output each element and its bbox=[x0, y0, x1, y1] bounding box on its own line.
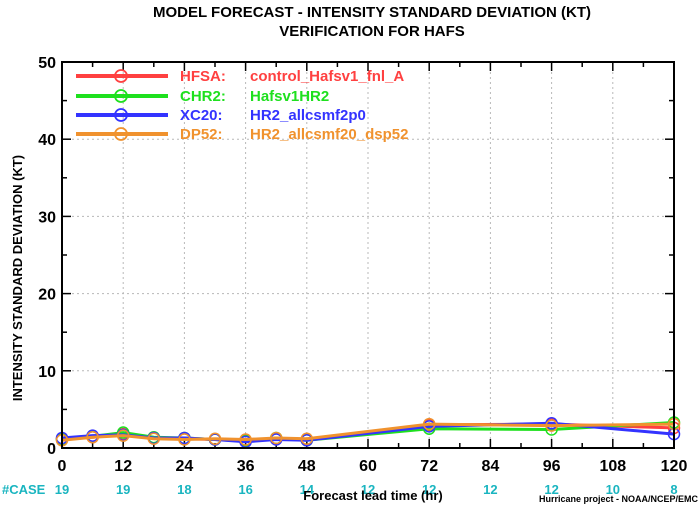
case-counts: #CASE 19 19 18 16 14 12 12 12 12 10 8 bbox=[2, 482, 678, 497]
tick-labels: 0 10 20 30 40 50 0 12 24 36 48 60 72 84 96 108 120 bbox=[38, 55, 687, 475]
plot-frame bbox=[61, 61, 675, 449]
y-tick-label: 10 bbox=[38, 364, 56, 381]
legend-series-desc: Hafsv1HR2 bbox=[250, 88, 329, 105]
x-axis-label: Forecast lead time (hr) bbox=[303, 488, 442, 503]
x-tick-label: 96 bbox=[543, 458, 561, 475]
legend-series-desc: control_Hafsv1_fnl_A bbox=[250, 68, 404, 85]
x-tick-label: 24 bbox=[176, 458, 194, 475]
data-point bbox=[545, 419, 558, 432]
legend-series-desc: HR2_allcsmf20_dsp52 bbox=[250, 126, 408, 143]
x-tick-label: 72 bbox=[420, 458, 438, 475]
data-point bbox=[239, 433, 252, 446]
legend-series-desc: HR2_allcsmf2p0 bbox=[250, 107, 366, 124]
y-tick-label: 30 bbox=[38, 209, 56, 226]
series-lines bbox=[55, 416, 681, 449]
legend-marker bbox=[114, 127, 128, 141]
case-count: 8 bbox=[670, 482, 677, 497]
legend-series-name: CHR2: bbox=[180, 88, 226, 105]
legend-series-name: DP52: bbox=[180, 126, 223, 143]
y-tick-label: 50 bbox=[38, 55, 56, 72]
data-point bbox=[208, 432, 222, 445]
x-tick-label: 60 bbox=[359, 458, 377, 475]
grid bbox=[61, 61, 675, 449]
legend: HFSA: control_Hafsv1_fnl_A CHR2: Hafsv1HR2 X… bbox=[76, 68, 408, 143]
x-tick-label: 48 bbox=[298, 458, 316, 475]
x-tick-label: 120 bbox=[661, 458, 688, 475]
chart-subtitle: VERIFICATION FOR HAFS bbox=[279, 23, 465, 40]
legend-marker bbox=[114, 108, 128, 122]
case-count: 10 bbox=[606, 482, 620, 497]
case-count: 19 bbox=[116, 482, 130, 497]
data-point bbox=[269, 431, 283, 445]
data-point bbox=[86, 430, 99, 444]
case-count: 16 bbox=[238, 482, 252, 497]
case-count: 14 bbox=[300, 482, 315, 497]
x-tick-label: 12 bbox=[114, 458, 132, 475]
data-point bbox=[147, 432, 161, 445]
y-tick-label: 0 bbox=[47, 441, 56, 458]
case-count: 12 bbox=[544, 482, 558, 497]
data-point bbox=[422, 417, 436, 431]
legend-series-name: HFSA: bbox=[180, 68, 226, 85]
credit-text: Hurricane project - NOAA/NCEP/EMC bbox=[539, 494, 699, 504]
case-label: #CASE bbox=[2, 482, 46, 497]
y-axis-label: INTENSITY STANDARD DEVIATION (KT) bbox=[10, 155, 25, 401]
x-tick-label: 108 bbox=[599, 458, 626, 475]
data-point bbox=[116, 429, 130, 442]
x-tick-label: 0 bbox=[58, 458, 67, 475]
case-count: 12 bbox=[483, 482, 497, 497]
x-tick-label: 84 bbox=[482, 458, 500, 475]
data-point bbox=[178, 433, 191, 446]
legend-series-name: XC20: bbox=[180, 107, 223, 124]
legend-marker bbox=[114, 89, 128, 103]
data-point bbox=[300, 432, 314, 445]
case-count: 18 bbox=[177, 482, 191, 497]
case-count: 12 bbox=[361, 482, 375, 497]
chart-title: MODEL FORECAST - INTENSITY STANDARD DEVI… bbox=[153, 4, 591, 21]
y-tick-label: 40 bbox=[38, 132, 56, 149]
y-tick-label: 20 bbox=[38, 287, 56, 304]
case-count: 12 bbox=[422, 482, 436, 497]
x-tick-label: 36 bbox=[237, 458, 255, 475]
case-count: 19 bbox=[55, 482, 69, 497]
legend-marker bbox=[114, 69, 128, 83]
